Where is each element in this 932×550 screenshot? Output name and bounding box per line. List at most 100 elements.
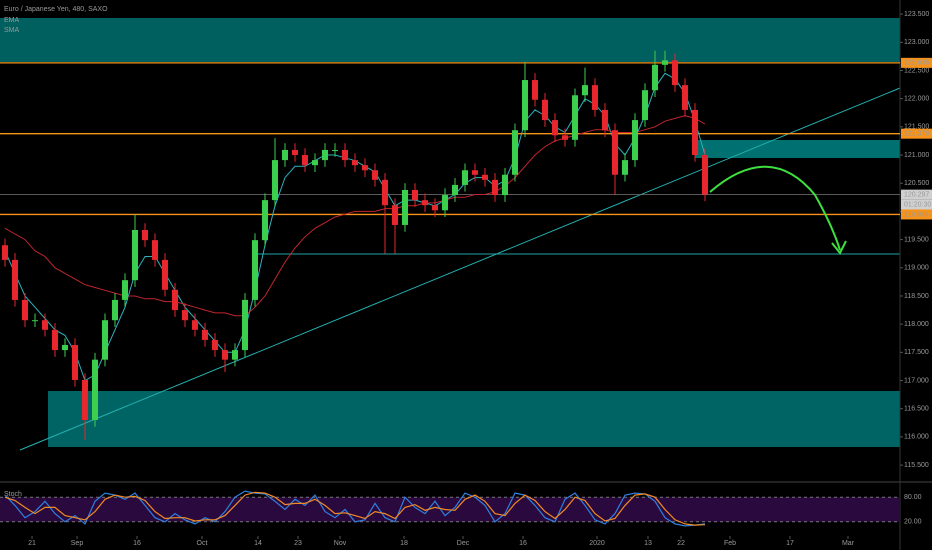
candle-body	[702, 155, 708, 195]
y-tick-label: 121.000	[904, 152, 929, 159]
y-tick-label: 123.000	[904, 39, 929, 46]
x-tick-label: Nov	[334, 540, 347, 547]
legend-entry: EMA	[4, 17, 20, 24]
y-tick-label: 119.500	[904, 236, 929, 243]
stoch-tick-label: 20.00	[904, 519, 922, 526]
y-tick-label: 115.500	[904, 462, 929, 469]
candle-body	[612, 130, 618, 175]
x-tick-label: Mar	[842, 540, 855, 547]
countdown-box	[901, 199, 932, 210]
price-label-box	[901, 57, 932, 68]
y-tick-label: 122.000	[904, 95, 929, 102]
candle-body	[82, 379, 88, 420]
candle-body	[582, 85, 588, 96]
x-tick-label: 16	[519, 540, 527, 547]
candle-body	[72, 345, 78, 380]
supply-box	[695, 140, 900, 158]
candle-body	[32, 320, 38, 322]
candle-body	[412, 189, 418, 201]
y-tick-label: 121.500	[904, 124, 929, 131]
y-tick-label: 123.500	[904, 11, 929, 18]
candle-body	[332, 149, 338, 151]
x-tick-label: 14	[254, 540, 262, 547]
candle-body	[452, 184, 458, 196]
candle-body	[692, 109, 698, 156]
candle-body	[682, 85, 688, 110]
candle-body	[312, 160, 318, 166]
x-tick-label: Sep	[71, 540, 84, 547]
candle-body	[152, 240, 158, 260]
y-tick-label: 117.500	[904, 349, 929, 356]
candle-body	[42, 320, 48, 330]
candle-body	[222, 350, 228, 360]
candle-body	[52, 329, 58, 351]
candle-body	[432, 205, 438, 211]
candle-body	[142, 230, 148, 241]
candle-body	[442, 195, 448, 211]
chart-title: Euro / Japanese Yen, 480, SAXO	[4, 6, 108, 13]
x-tick-label: Feb	[724, 540, 736, 547]
candle-body	[362, 165, 368, 171]
candle-body	[352, 160, 358, 166]
y-tick-label: 118.000	[904, 321, 929, 328]
candle-body	[122, 280, 128, 300]
candle-body	[472, 170, 478, 175]
candle-body	[662, 60, 668, 65]
candle-body	[572, 95, 578, 140]
candle-body	[532, 80, 538, 100]
candle-body	[62, 345, 68, 351]
candle-body	[322, 149, 328, 161]
x-tick-label: 23	[294, 540, 302, 547]
support-zone	[48, 391, 900, 447]
moving-average	[4, 115, 706, 317]
candle-body	[292, 149, 298, 156]
candle-body	[492, 179, 498, 196]
x-tick-label: Oct	[197, 540, 208, 547]
candle-body	[342, 149, 348, 161]
candle-body	[542, 99, 548, 121]
candle-body	[192, 320, 198, 330]
candle-body	[202, 329, 208, 340]
y-tick-label: 118.500	[904, 293, 929, 300]
x-tick-label: Dec	[457, 540, 470, 547]
arrow-head	[831, 240, 847, 255]
y-tick-label: 116.500	[904, 406, 929, 413]
candle-body	[592, 85, 598, 110]
candle-body	[382, 179, 388, 206]
y-tick-label: 122.500	[904, 67, 929, 74]
x-tick-label: 13	[644, 540, 652, 547]
price-label-box	[901, 189, 932, 200]
candle-body	[112, 299, 118, 321]
candle-body	[522, 80, 528, 131]
candle-body	[672, 60, 678, 86]
candle-body	[12, 259, 18, 300]
candle-body	[462, 170, 468, 185]
candle-body	[302, 155, 308, 166]
candle-body	[602, 109, 608, 131]
projection-arrow	[709, 165, 841, 251]
price-label: 120.297	[904, 192, 929, 199]
candle-body	[92, 359, 98, 420]
candle-body	[422, 200, 428, 206]
price-label-box	[901, 128, 932, 139]
candle-body	[632, 120, 638, 161]
candle-body	[182, 310, 188, 321]
stoch-title: Stoch	[4, 491, 22, 498]
y-tick-label: 117.000	[904, 377, 929, 384]
candle-body	[172, 289, 178, 311]
x-tick-label: 22	[677, 540, 685, 547]
candle-body	[102, 320, 108, 360]
candle-body	[372, 170, 378, 180]
x-tick-label: 16	[133, 540, 141, 547]
stoch-tick-label: 80.00	[904, 494, 922, 501]
y-tick-label: 116.000	[904, 434, 929, 441]
candle-body	[482, 174, 488, 180]
candle-body	[622, 160, 628, 175]
x-tick-label: 18	[400, 540, 408, 547]
y-tick-label: 119.000	[904, 265, 929, 272]
countdown: 01:20:30	[904, 202, 931, 209]
stoch-line	[4, 490, 706, 527]
price-label: 121.379	[904, 131, 929, 138]
